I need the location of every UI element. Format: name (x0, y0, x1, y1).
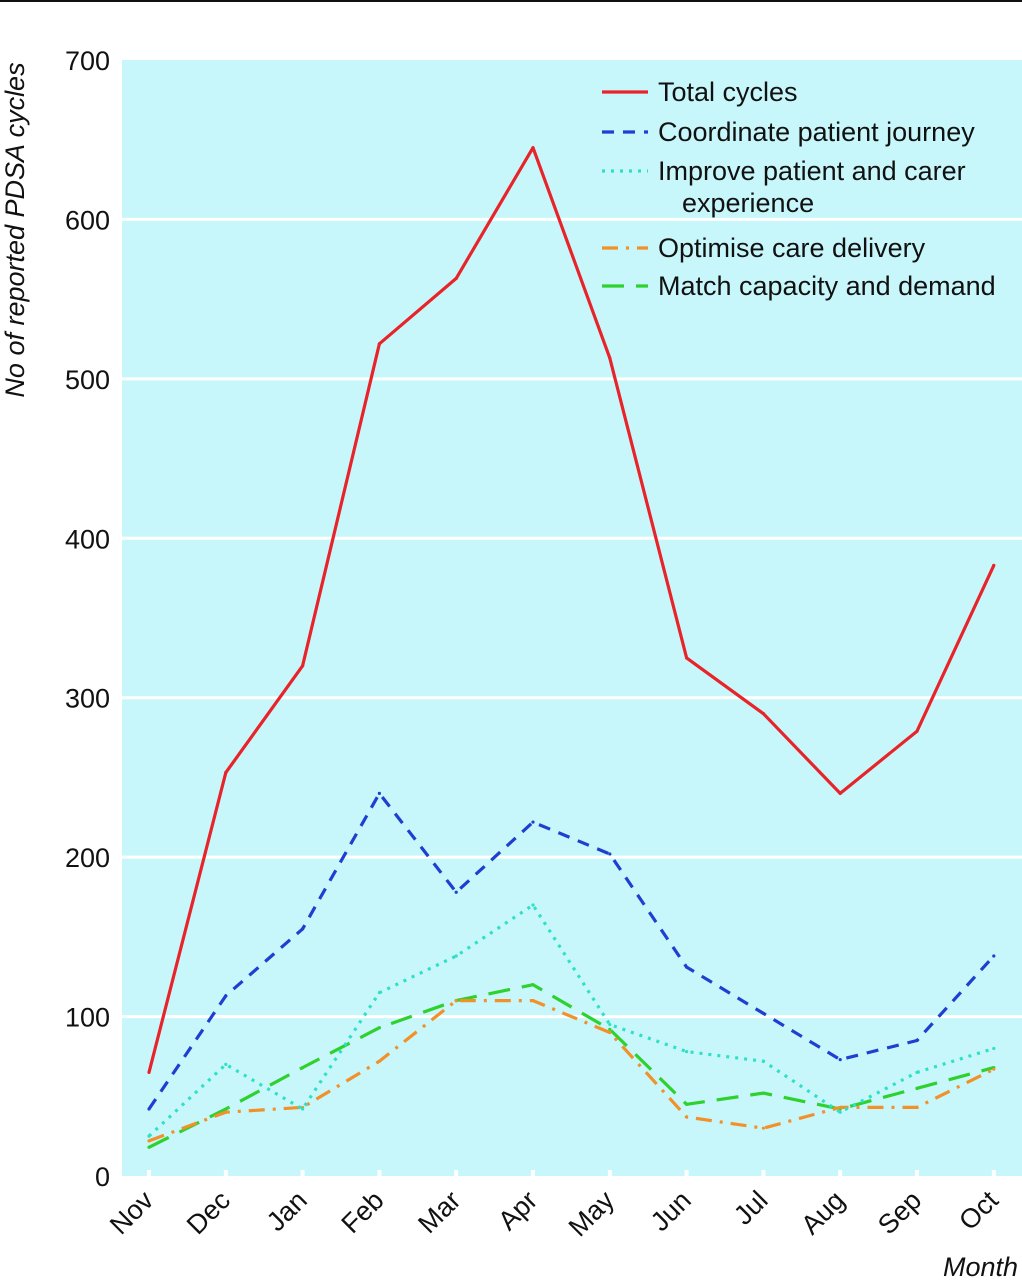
data-point (915, 1070, 919, 1074)
x-tick-label: Sep (872, 1185, 927, 1240)
y-tick-label: 400 (65, 524, 110, 554)
data-point (992, 1067, 996, 1071)
y-axis: 0 100 200 300 400 500 600 700 (65, 46, 110, 1192)
series-line (148, 998, 995, 1143)
x-tick-label: May (563, 1185, 621, 1243)
x-tick-label: Feb (336, 1185, 390, 1239)
series-line (147, 146, 996, 1073)
data-point (301, 1107, 305, 1111)
data-point (454, 890, 458, 894)
data-point (685, 1050, 689, 1054)
data-point (685, 965, 689, 969)
y-axis-title: No of reported PDSA cycles (0, 62, 30, 397)
y-tick-label: 600 (65, 205, 110, 235)
data-point (608, 852, 612, 856)
data-point (301, 1065, 305, 1070)
x-tick-label: Dec (181, 1185, 236, 1240)
y-tick-label: 100 (65, 1003, 110, 1033)
y-tick-label: 700 (65, 46, 110, 76)
data-point (838, 1110, 842, 1114)
data-point (224, 1110, 228, 1114)
data-point (377, 1059, 381, 1063)
x-tick-label: Aug (795, 1185, 850, 1240)
data-point (454, 276, 458, 281)
data-point (915, 729, 919, 733)
data-point (224, 1107, 228, 1111)
data-point (454, 954, 458, 958)
x-axis: Nov Dec Jan Feb Mar Apr May Jun Jul Aug Sep Oct (104, 1170, 1004, 1242)
data-point (761, 1091, 766, 1095)
data-point (531, 999, 535, 1003)
data-point (685, 1115, 689, 1119)
x-tick-label: Nov (104, 1185, 160, 1241)
data-point (608, 1027, 612, 1031)
data-point (301, 927, 305, 931)
data-point (454, 999, 458, 1003)
data-point (301, 664, 305, 668)
y-tick-label: 0 (95, 1162, 110, 1192)
data-point (147, 1145, 151, 1149)
x-tick-label: Jul (728, 1185, 774, 1231)
data-point (761, 712, 766, 716)
legend-label: Total cycles (658, 77, 798, 107)
data-point (377, 991, 381, 995)
data-point (224, 1062, 228, 1066)
legend: Total cycles Coordinate patient journey Im… (602, 77, 996, 301)
data-point (147, 1070, 151, 1074)
x-tick-label: Mar (412, 1185, 466, 1239)
x-tick-label: Jan (261, 1185, 313, 1237)
data-point (377, 791, 381, 795)
plot-area (122, 60, 1022, 1176)
legend-label: Improve patient and carer (658, 156, 966, 186)
data-point (531, 146, 535, 150)
data-point (838, 1105, 842, 1110)
data-point (608, 1030, 612, 1035)
legend-label: experience (682, 188, 814, 218)
series-line (147, 903, 995, 1138)
data-point (685, 1102, 689, 1106)
data-point (915, 1038, 919, 1043)
x-axis-title: Month (943, 1252, 1018, 1280)
legend-label: Optimise care delivery (658, 233, 926, 263)
data-point (224, 771, 228, 775)
gridlines (122, 217, 1022, 1019)
data-point (608, 356, 612, 360)
data-point (761, 1059, 766, 1063)
data-point (838, 791, 842, 795)
y-tick-label: 300 (65, 684, 110, 714)
x-tick-label: Oct (953, 1185, 1004, 1236)
data-point (761, 1126, 766, 1130)
data-point (992, 1046, 996, 1051)
y-tick-label: 200 (65, 843, 110, 873)
data-point (685, 656, 689, 660)
data-point (915, 1105, 919, 1110)
data-point (992, 563, 996, 567)
series-line (147, 791, 995, 1110)
data-point (147, 1107, 151, 1111)
y-tick-label: 500 (65, 365, 110, 395)
data-point (377, 1026, 381, 1030)
x-tick-label: Jun (645, 1185, 697, 1237)
legend-label: Coordinate patient journey (658, 117, 975, 147)
series-lines (147, 146, 996, 1149)
data-point (915, 1086, 919, 1090)
data-point (531, 903, 535, 907)
data-point (377, 342, 381, 346)
data-point (838, 1058, 842, 1062)
data-point (761, 1011, 766, 1015)
data-point (224, 994, 228, 998)
data-point (531, 983, 535, 987)
legend-label: Match capacity and demand (658, 271, 996, 301)
data-point (992, 954, 996, 958)
data-point (147, 1139, 151, 1143)
data-point (531, 820, 535, 824)
data-point (608, 1022, 612, 1027)
x-tick-label: Apr (492, 1185, 543, 1236)
data-point (147, 1134, 151, 1138)
